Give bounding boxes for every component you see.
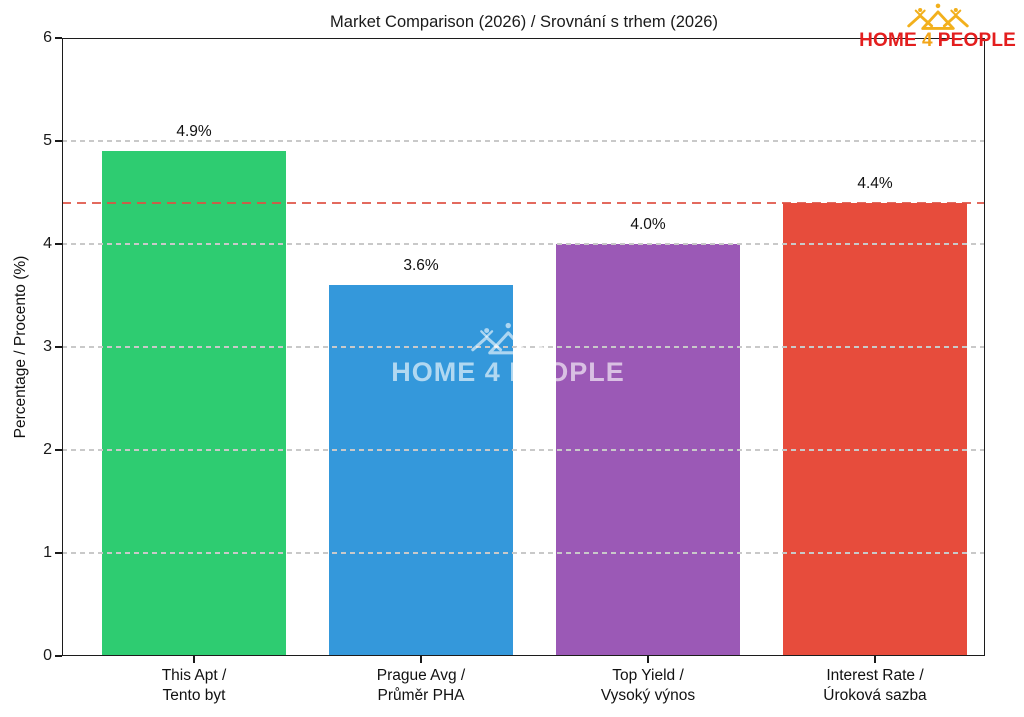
y-tick-mark [55,346,62,348]
chart-title: Market Comparison (2026) / Srovnání s tr… [330,13,718,31]
y-gridline [62,346,985,348]
y-gridline [62,140,985,142]
bar-value-label: 4.4% [857,174,893,192]
y-tick-label: 1 [43,544,52,561]
bar-value-label: 4.0% [630,216,666,233]
reference-line [62,201,985,204]
x-tick-mark [193,656,195,663]
brand-houses-icon [906,3,969,30]
y-tick-label: 2 [43,441,52,458]
logo-word-people: PEOPLE [937,30,1016,51]
x-tick-label: Top Yield / Vysoký výnos [600,667,696,704]
logo-word-four: 4 [921,30,933,51]
y-tick-label: 5 [43,132,52,149]
bar [102,151,286,656]
y-tick-mark [55,655,62,657]
x-tick-mark [420,656,422,663]
y-gridline [62,243,985,245]
x-tick-label: Prague Avg / Průměr PHA [376,667,466,704]
logo-word-home: HOME [859,30,917,51]
y-tick-label: 3 [43,338,52,355]
x-tick-mark [874,656,876,663]
y-tick-mark [55,449,62,451]
y-tick-mark [55,37,62,39]
bar [329,285,513,656]
bar [783,202,967,656]
y-tick-label: 4 [43,235,52,252]
y-gridline [62,449,985,451]
y-tick-label: 0 [43,647,52,664]
x-tick-label: This Apt / Tento byt [161,667,227,704]
y-tick-mark [55,243,62,245]
brand-logo: HOME 4 PEOPLE [859,3,1016,52]
x-tick-mark [647,656,649,663]
y-tick-label: 6 [43,29,52,46]
x-tick-label: Interest Rate / Úroková sazba [823,667,927,704]
y-gridline [62,552,985,554]
brand-logo-text: HOME 4 PEOPLE [859,30,1016,52]
bar-value-label: 3.6% [403,257,439,275]
y-tick-mark [55,552,62,554]
bar-value-label: 4.9% [176,123,212,141]
y-tick-mark [55,140,62,142]
